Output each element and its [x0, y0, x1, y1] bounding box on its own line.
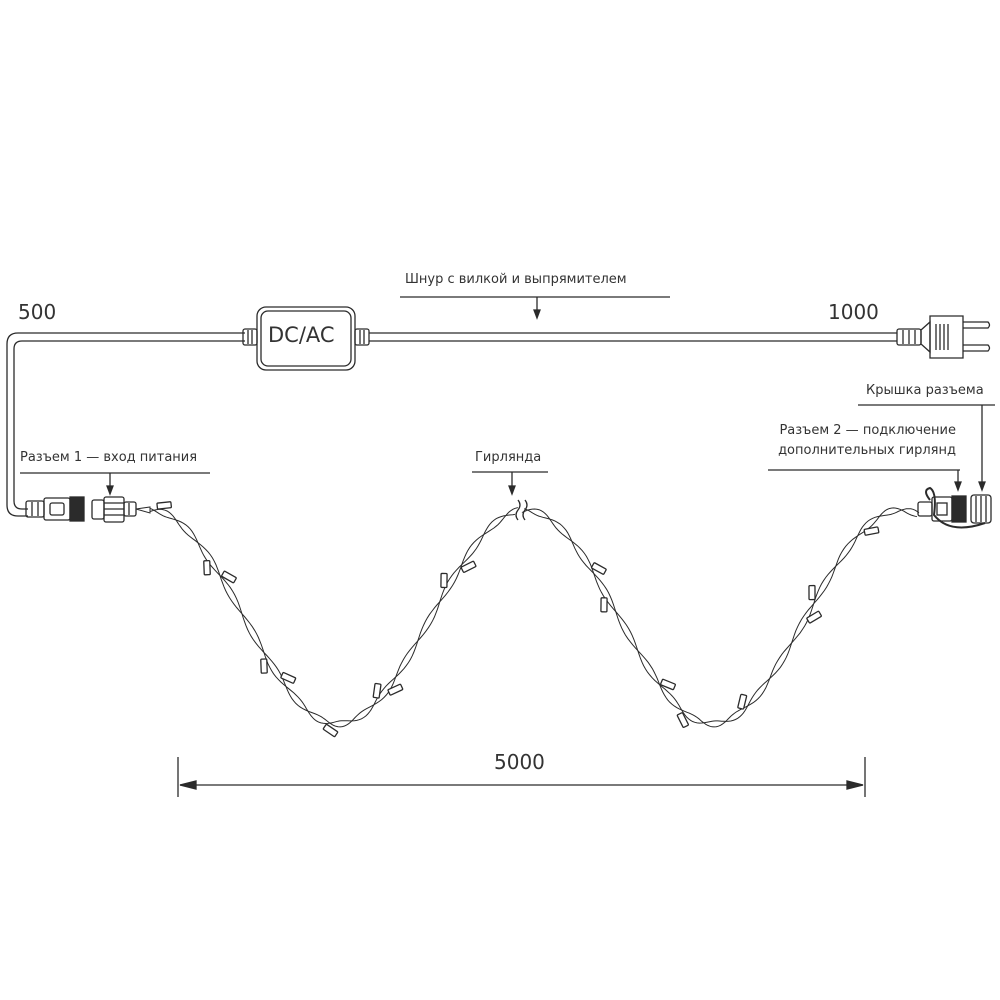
- led-bulb: [460, 560, 477, 573]
- led-bulb: [806, 610, 822, 624]
- led-bulb: [737, 693, 748, 710]
- cap-label: Крышка разъема: [866, 383, 984, 398]
- rectifier-label: DC/AC: [268, 323, 335, 347]
- led-bulb: [808, 584, 816, 601]
- cord-label: Шнур с вилкой и выпрямителем: [405, 272, 627, 287]
- led-bulb: [590, 562, 607, 575]
- led-bulb: [322, 723, 339, 738]
- led-bulb: [203, 560, 211, 576]
- break-mark: [515, 498, 528, 522]
- dimension-line: [177, 757, 866, 797]
- rectifier-box: [242, 306, 370, 371]
- power-cord-left: [6, 332, 245, 517]
- led-bulb: [387, 683, 404, 696]
- led-bulb: [676, 712, 689, 728]
- garland-wire: [135, 507, 918, 728]
- connector-1-label: Разъем 1 — вход питания: [20, 450, 198, 465]
- power-plug: [896, 315, 991, 359]
- connector-2-label-line2: дополнительных гирлянд: [778, 443, 956, 458]
- led-bulb: [280, 671, 297, 684]
- garland-string: [135, 501, 920, 738]
- connector-1: [25, 496, 137, 523]
- leader-lines: [20, 296, 995, 496]
- led-bulb: [372, 682, 382, 699]
- led-bulb: [440, 572, 448, 589]
- led-bulb: [600, 597, 608, 613]
- led-bulb: [221, 570, 237, 584]
- power-cord-right: [369, 332, 897, 342]
- garland-label: Гирлянда: [475, 450, 542, 465]
- connector-2: [917, 486, 992, 529]
- led-bulb: [660, 678, 676, 691]
- garland-wire: [135, 506, 920, 728]
- led-bulb: [863, 526, 880, 536]
- cord-length-left: 500: [18, 300, 57, 324]
- connector-2-label-line1: Разъем 2 — подключение: [779, 423, 956, 438]
- led-bulb: [260, 658, 268, 674]
- led-bulb: [156, 501, 172, 510]
- cord-length-right: 1000: [828, 300, 879, 324]
- garland-length: 5000: [494, 750, 545, 774]
